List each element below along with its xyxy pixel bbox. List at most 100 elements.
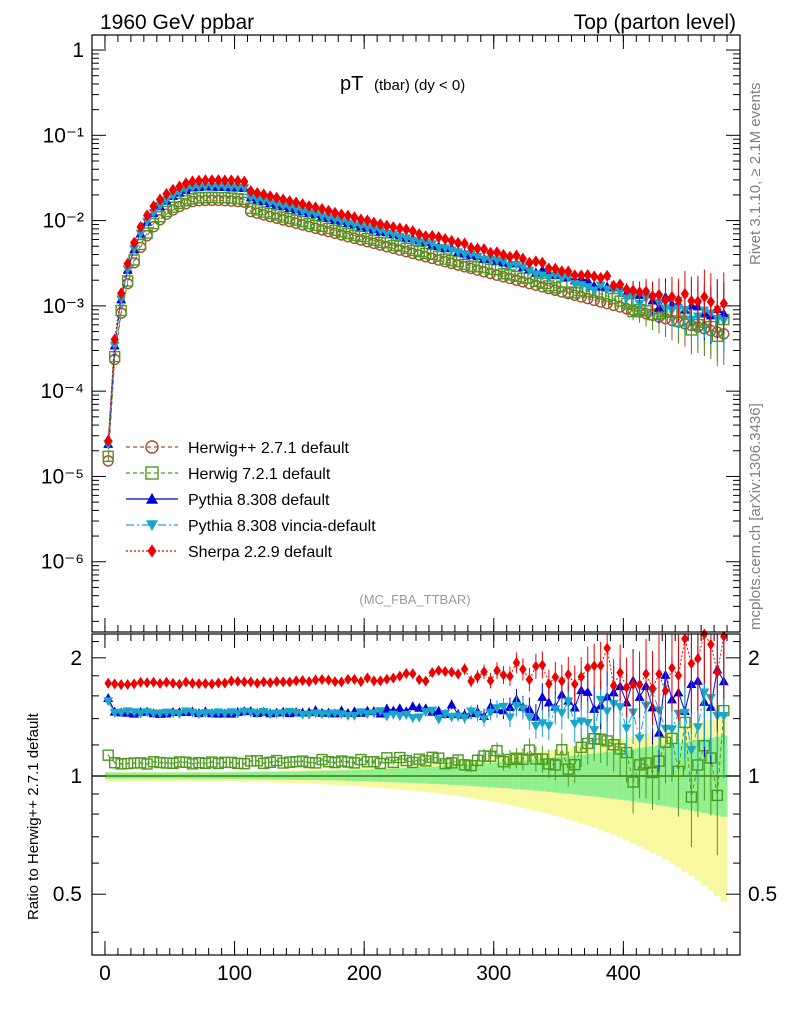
triangle-down-marker bbox=[187, 183, 198, 193]
diamond-marker bbox=[194, 174, 204, 187]
green-band-bin bbox=[487, 762, 495, 788]
ratio-uncertainty-bands bbox=[92, 716, 740, 902]
main-series-herwig7 bbox=[102, 191, 730, 463]
square-marker bbox=[277, 211, 289, 223]
diamond-marker bbox=[499, 248, 508, 261]
main-series-sherpa bbox=[104, 174, 728, 447]
square-marker bbox=[445, 757, 458, 769]
triangle-down-marker bbox=[621, 724, 632, 734]
green-band-bin bbox=[513, 760, 521, 790]
diamond-marker bbox=[266, 677, 274, 689]
square-marker bbox=[264, 756, 276, 768]
square-marker bbox=[543, 758, 555, 770]
square-marker bbox=[283, 756, 296, 768]
square-marker bbox=[309, 757, 322, 769]
triangle-down-marker bbox=[621, 294, 632, 304]
diamond-marker bbox=[603, 642, 611, 654]
square-marker bbox=[458, 258, 471, 271]
diamond-marker bbox=[615, 278, 625, 291]
square-marker bbox=[329, 224, 341, 237]
green-band-bin bbox=[454, 765, 462, 786]
diamond-marker bbox=[590, 660, 598, 672]
y-tick-label: 10⁻⁵ bbox=[41, 465, 84, 488]
triangle-down-marker bbox=[498, 702, 509, 712]
circle-marker bbox=[614, 301, 626, 313]
triangle-down-marker bbox=[718, 711, 729, 721]
legend-label: Pythia 8.308 default bbox=[188, 492, 330, 509]
diamond-marker bbox=[143, 677, 151, 689]
diamond-marker bbox=[253, 187, 262, 200]
square-marker bbox=[193, 756, 205, 769]
diamond-marker bbox=[285, 676, 294, 688]
diamond-marker bbox=[434, 665, 443, 677]
diamond-marker bbox=[687, 294, 696, 308]
square-marker bbox=[491, 744, 503, 757]
diamond-marker bbox=[175, 678, 184, 690]
diamond-marker bbox=[434, 231, 443, 244]
square-marker bbox=[510, 752, 523, 764]
legend-entry-pythia: Pythia 8.308 default bbox=[126, 492, 330, 509]
legend-entry-vincia: Pythia 8.308 vincia-default bbox=[126, 518, 376, 535]
y-tick-label: 10⁻⁶ bbox=[41, 551, 84, 574]
diamond-marker bbox=[648, 290, 657, 303]
legend-label: Sherpa 2.2.9 default bbox=[188, 544, 333, 561]
diamond-marker bbox=[518, 252, 528, 265]
diamond-marker bbox=[668, 662, 676, 674]
diamond-marker bbox=[512, 657, 521, 669]
legend-label: Herwig 7.2.1 default bbox=[188, 466, 331, 483]
header-right-label: Top (parton level) bbox=[574, 11, 736, 34]
diamond-marker bbox=[233, 174, 242, 188]
square-marker bbox=[439, 253, 451, 265]
circle-marker bbox=[594, 296, 607, 308]
triangle-down-marker bbox=[563, 273, 574, 283]
green-band-bin bbox=[480, 763, 488, 787]
square-marker bbox=[523, 744, 536, 756]
header-left-label: 1960 GeV ppbar bbox=[100, 11, 254, 34]
diamond-marker bbox=[596, 271, 605, 285]
square-marker bbox=[206, 756, 218, 768]
green-band-bin bbox=[441, 765, 449, 785]
diamond-marker bbox=[214, 677, 223, 689]
diamond-marker bbox=[376, 218, 385, 231]
y-tick-label: 1 bbox=[72, 39, 84, 62]
square-marker bbox=[627, 776, 639, 788]
square-marker bbox=[193, 192, 205, 204]
square-marker bbox=[556, 744, 568, 756]
green-band-bin bbox=[493, 762, 501, 788]
square-marker bbox=[335, 755, 348, 767]
main-line-sherpa bbox=[107, 179, 725, 441]
square-marker bbox=[264, 207, 276, 220]
diamond-marker bbox=[713, 666, 722, 678]
square-marker bbox=[160, 205, 173, 218]
diamond-marker bbox=[421, 675, 430, 687]
triangle-down-marker bbox=[362, 709, 373, 719]
diamond-marker bbox=[693, 295, 703, 308]
legend-label: Herwig++ 2.7.1 default bbox=[188, 440, 350, 457]
square-marker bbox=[283, 212, 296, 225]
ratio-y-tick-label-right: 0.5 bbox=[748, 883, 777, 906]
square-marker bbox=[672, 765, 685, 778]
square-marker bbox=[510, 270, 523, 283]
diamond-marker bbox=[648, 682, 657, 694]
square-marker bbox=[225, 756, 238, 769]
diamond-marker bbox=[473, 242, 482, 255]
ratio-line-herwig7 bbox=[107, 710, 725, 798]
diamond-marker bbox=[506, 670, 514, 682]
square-marker bbox=[420, 755, 432, 767]
diamond-marker bbox=[590, 270, 599, 283]
square-marker bbox=[322, 756, 335, 768]
diamond-marker bbox=[389, 672, 398, 684]
diamond-marker bbox=[155, 193, 165, 206]
circle-marker bbox=[607, 299, 620, 312]
triangle-down-marker bbox=[440, 710, 451, 720]
plot-title-main: pT bbox=[340, 73, 363, 95]
diamond-marker bbox=[409, 668, 417, 680]
circle-marker bbox=[582, 292, 594, 305]
diamond-marker bbox=[110, 678, 119, 690]
main-frame bbox=[91, 34, 741, 633]
square-marker bbox=[420, 247, 432, 260]
green-band-bin bbox=[500, 761, 508, 789]
diamond-marker bbox=[428, 229, 437, 243]
triangle-down-marker bbox=[686, 746, 697, 756]
